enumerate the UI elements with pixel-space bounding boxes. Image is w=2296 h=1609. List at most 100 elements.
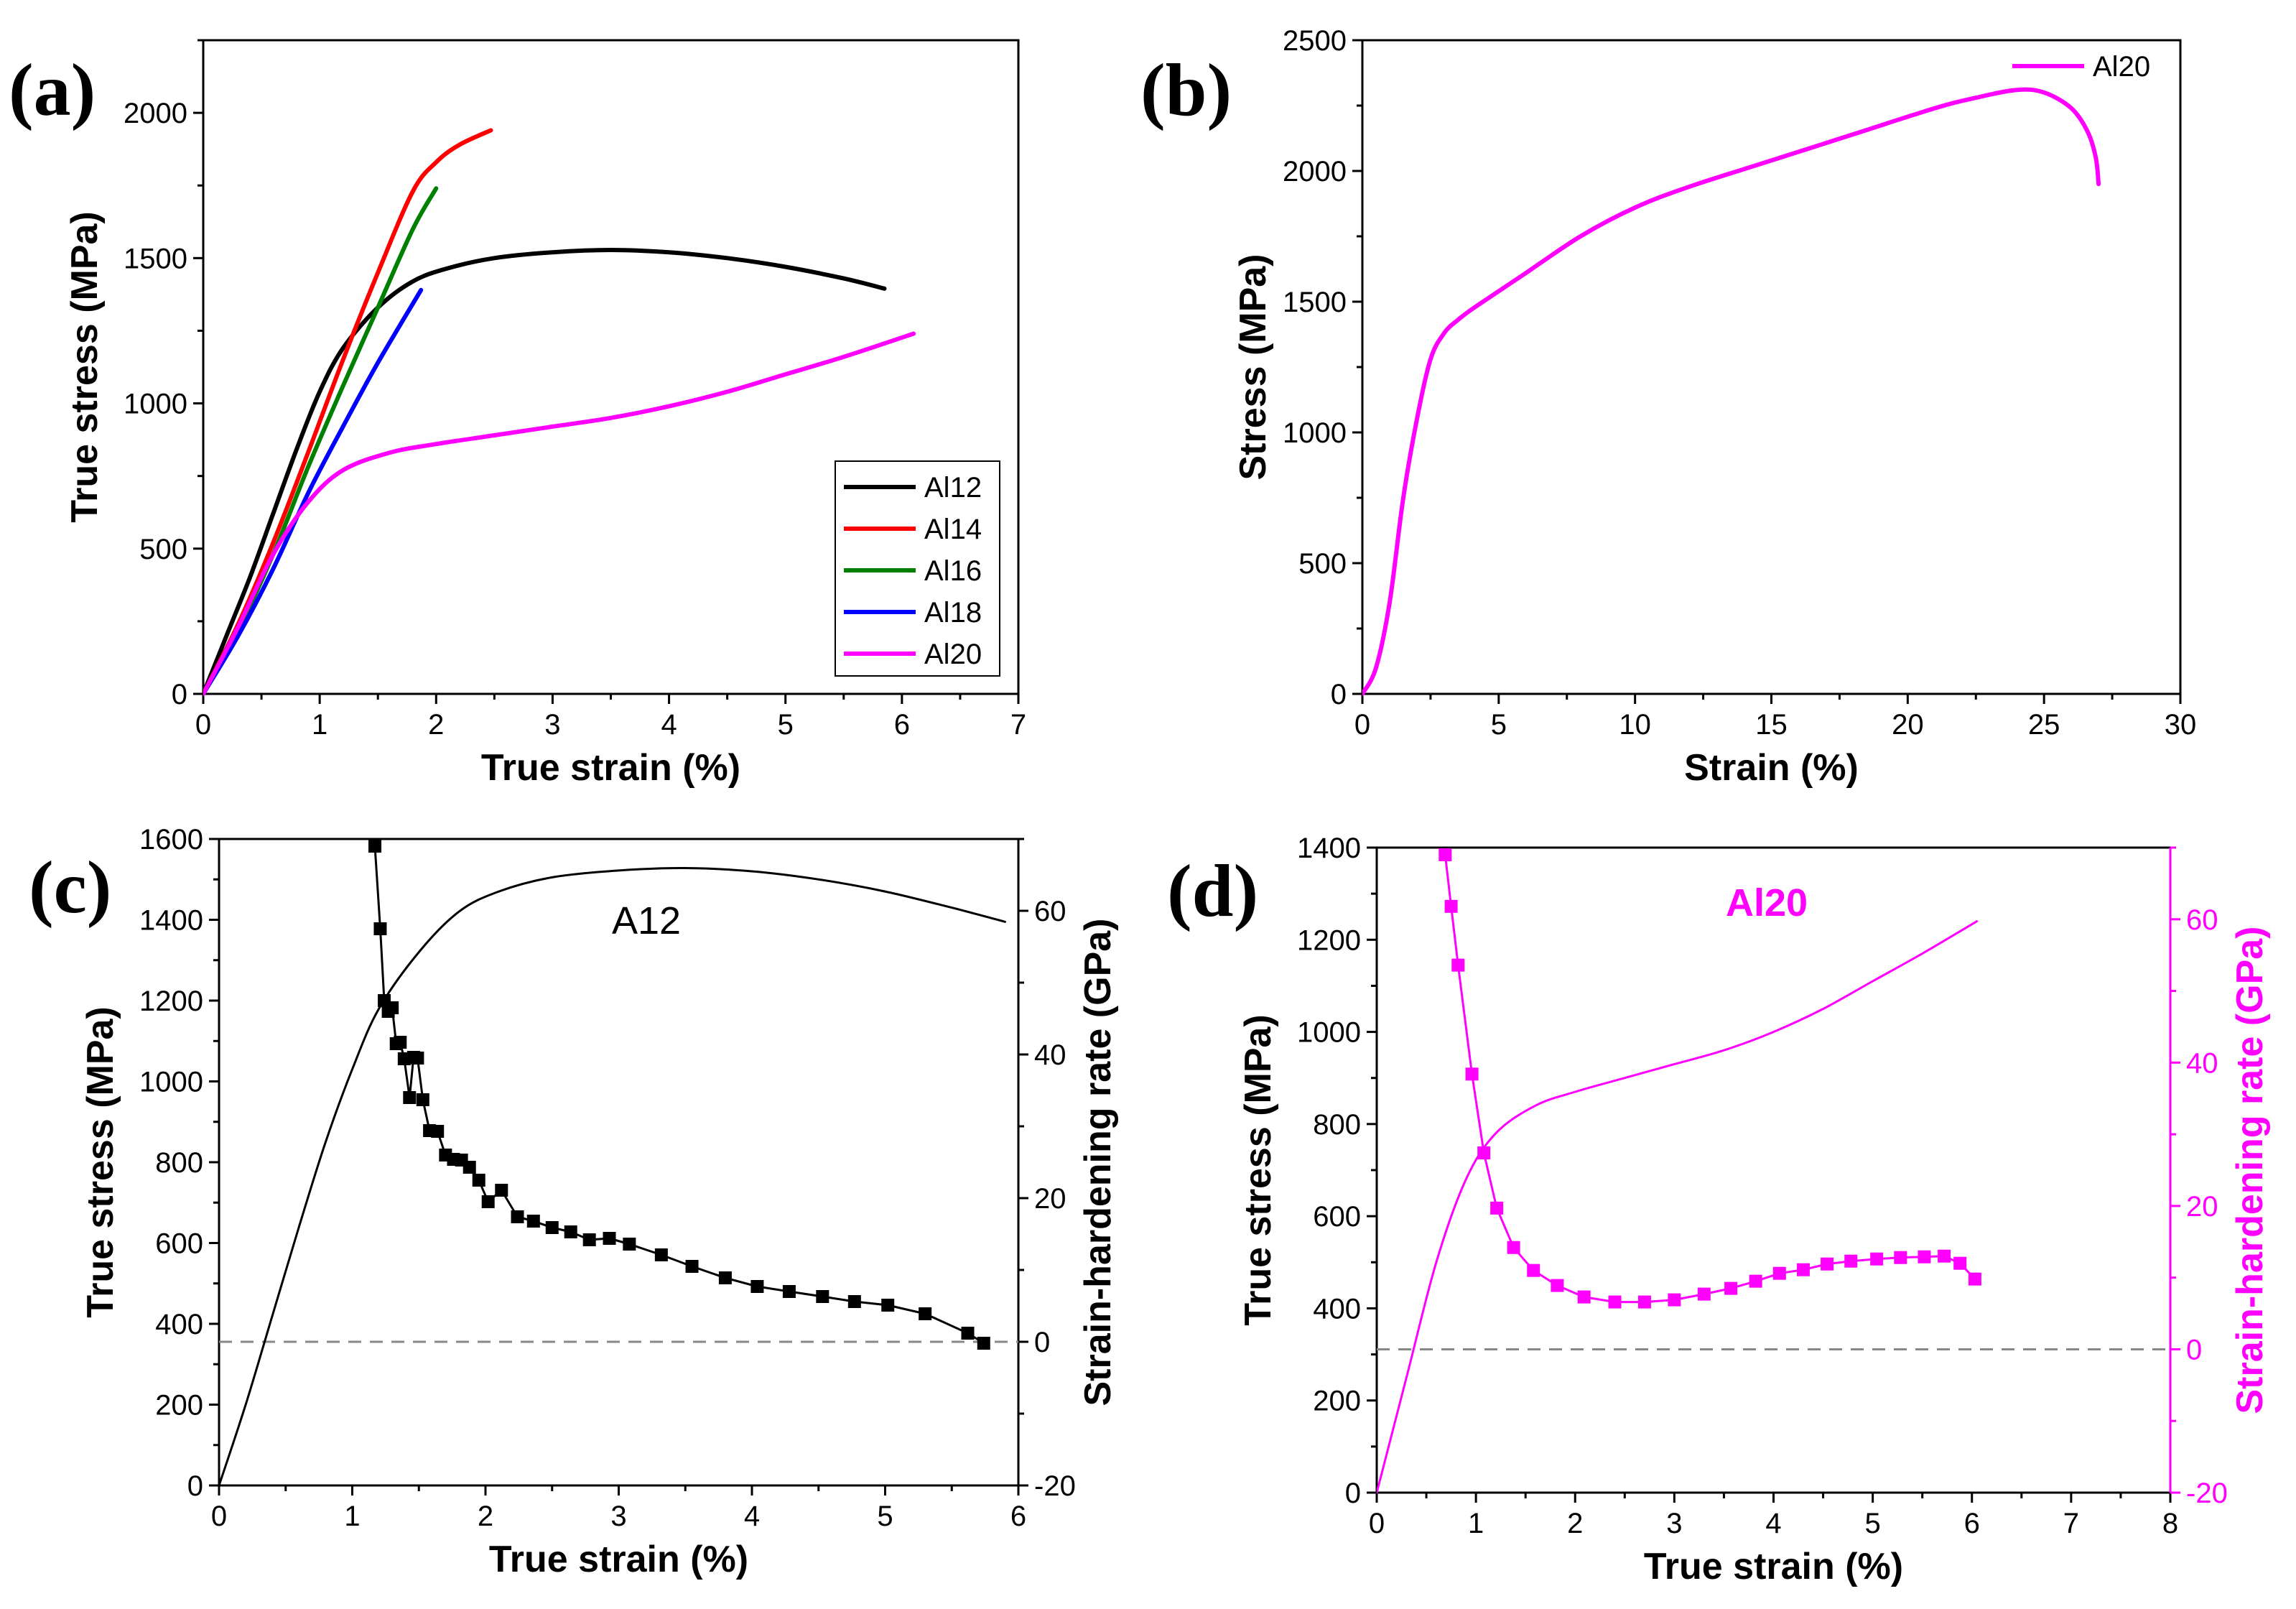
x-tick-label: 5 xyxy=(778,709,794,741)
data-point xyxy=(582,1233,596,1246)
x-tick-label: 3 xyxy=(610,1501,626,1532)
x-axis-title: True strain (%) xyxy=(481,747,740,789)
chart-panel-c: 0 1 2 3 4 5 602004006008001000120014001600-200… xyxy=(29,824,1119,1580)
series-al12 xyxy=(203,248,887,696)
y-tick-label: 800 xyxy=(155,1147,203,1179)
data-point xyxy=(718,1271,732,1284)
data-point xyxy=(1953,1256,1967,1270)
y2-tick-label: -20 xyxy=(1034,1470,1076,1502)
series-al16 xyxy=(203,186,439,696)
legend-label: Al14 xyxy=(924,514,982,545)
series-true-stress xyxy=(1377,920,1979,1494)
panel-label-a: (a) xyxy=(9,49,96,131)
y-tick-label: 1000 xyxy=(1297,1017,1361,1049)
y-tick-label: 0 xyxy=(1331,679,1347,710)
y2-tick-label: 20 xyxy=(2186,1191,2218,1223)
y-axis-title: Stress (MPa) xyxy=(1232,254,1274,481)
data-point xyxy=(1870,1252,1884,1266)
data-point xyxy=(1451,958,1465,972)
data-point xyxy=(1444,899,1458,913)
x-tick-label: 8 xyxy=(2162,1508,2178,1539)
data-point xyxy=(1697,1287,1711,1301)
y-tick-label: 0 xyxy=(1345,1478,1361,1509)
data-point xyxy=(564,1225,577,1238)
data-point xyxy=(1551,1279,1564,1292)
data-point xyxy=(816,1290,829,1303)
data-point xyxy=(1749,1274,1762,1288)
series-line xyxy=(203,287,424,696)
legend-label: Al18 xyxy=(924,597,982,629)
y-tick-label: 1200 xyxy=(1297,924,1361,956)
data-point xyxy=(386,1001,399,1014)
x-tick-label: 2 xyxy=(428,709,444,741)
y2-tick-label: 0 xyxy=(1034,1327,1050,1358)
y-tick-label: 2500 xyxy=(1283,25,1347,57)
x-tick-label: 5 xyxy=(1865,1508,1881,1539)
data-point xyxy=(1507,1241,1520,1254)
series-strain-hardening-rate xyxy=(1439,848,1981,1309)
data-point xyxy=(545,1221,559,1234)
data-point xyxy=(847,1295,861,1308)
y2-axis-title: Strain-hardening rate (GPa) xyxy=(1077,919,1119,1406)
panel-label-c: (c) xyxy=(29,846,111,929)
x-tick-label: 1 xyxy=(344,1501,360,1532)
y2-tick-label: 0 xyxy=(2186,1334,2202,1365)
series-annotation: A12 xyxy=(612,899,681,942)
x-tick-label: 3 xyxy=(1666,1508,1682,1539)
series-line xyxy=(1444,853,1976,1304)
data-point xyxy=(431,1125,445,1138)
x-tick-label: 2 xyxy=(1567,1508,1583,1539)
x-tick-label: 0 xyxy=(1354,709,1370,741)
x-tick-label: 6 xyxy=(894,709,910,741)
legend-label: Al16 xyxy=(924,555,982,587)
data-point xyxy=(1490,1201,1504,1215)
y-tick-label: 500 xyxy=(1298,548,1347,580)
y-tick-label: 1000 xyxy=(139,1067,203,1098)
legend-label: Al12 xyxy=(924,472,982,504)
x-tick-label: 4 xyxy=(1765,1508,1781,1539)
data-point xyxy=(685,1260,699,1273)
x-axis-title: Strain (%) xyxy=(1684,747,1859,789)
y-tick-label: 1000 xyxy=(1283,417,1347,449)
data-point xyxy=(750,1280,764,1293)
data-point xyxy=(1465,1067,1479,1081)
y-tick-label: 1400 xyxy=(1297,833,1361,864)
x-tick-label: 1 xyxy=(312,709,327,741)
data-point xyxy=(511,1210,524,1223)
y2-tick-label: -20 xyxy=(2186,1478,2228,1509)
data-point xyxy=(1796,1263,1810,1276)
data-point xyxy=(416,1093,429,1106)
x-tick-label: 2 xyxy=(478,1501,493,1532)
series-al20 xyxy=(1362,87,2101,696)
plot-frame xyxy=(1375,846,2172,1494)
y-tick-label: 2000 xyxy=(124,98,187,129)
x-tick-label: 10 xyxy=(1619,709,1651,741)
y-tick-label: 200 xyxy=(1313,1386,1361,1417)
data-point xyxy=(1439,848,1452,861)
series-line xyxy=(203,186,439,696)
series-line xyxy=(203,248,887,696)
x-tick-label: 0 xyxy=(195,709,211,741)
data-point xyxy=(654,1248,668,1261)
y-tick-label: 0 xyxy=(172,679,187,710)
data-point xyxy=(1608,1295,1622,1309)
y-tick-label: 1000 xyxy=(124,389,187,420)
series-al18 xyxy=(203,287,424,696)
data-point xyxy=(373,922,387,935)
data-point xyxy=(526,1215,540,1228)
y-tick-label: 400 xyxy=(1313,1293,1361,1325)
y2-tick-label: 40 xyxy=(2186,1047,2218,1079)
data-point xyxy=(603,1232,616,1245)
legend-label: Al20 xyxy=(924,639,982,670)
y-tick-label: 1400 xyxy=(139,905,203,937)
y2-axis-title: Strain-hardening rate (GPa) xyxy=(2229,927,2271,1414)
x-axis-title: True strain (%) xyxy=(1644,1546,1903,1587)
data-point xyxy=(1918,1250,1931,1263)
y-tick-label: 600 xyxy=(155,1228,203,1260)
x-tick-label: 0 xyxy=(1369,1508,1385,1539)
y-tick-label: 500 xyxy=(139,534,187,565)
series-line xyxy=(219,866,1006,1487)
y2-tick-label: 20 xyxy=(1034,1183,1066,1215)
data-point xyxy=(463,1161,476,1174)
y-axis-title: True stress (MPa) xyxy=(80,1006,121,1318)
